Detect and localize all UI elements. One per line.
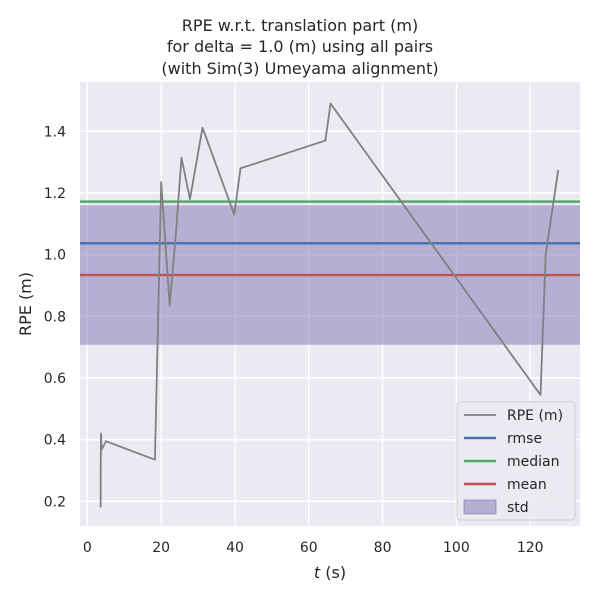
y-tick-label: 1.2 [44,186,66,202]
x-tick-label: 100 [443,540,470,556]
legend-label: RPE (m) [507,408,563,424]
y-tick-label: 0.4 [44,433,66,449]
x-tick-label: 80 [374,540,392,556]
legend-swatch-std [463,499,497,515]
chart-title-line-1: RPE w.r.t. translation part (m) [181,16,419,35]
series-line-0 [99,102,560,508]
x-axis-label-unit: (s) [320,563,346,582]
legend-label: std [507,500,529,516]
y-tick-label: 1.4 [44,124,66,140]
legend-box [456,401,576,521]
legend-label: rmse [507,431,542,447]
x-tick-label: 40 [226,540,244,556]
x-axis-label: t (s) [314,563,346,582]
x-tick-label: 120 [517,540,544,556]
x-tick-label: 0 [83,540,92,556]
x-tick-label: 60 [300,540,318,556]
y-axis-label: RPE (m) [16,272,35,336]
legend: RPE (m) rmse median mean std [456,401,576,521]
y-tick-label: 0.6 [44,371,66,387]
y-tick-label: 0.8 [44,309,66,325]
y-tick-label: 1.0 [44,248,66,264]
chart-title-line-3: (with Sim(3) Umeyama alignment) [161,59,439,78]
y-tick-label: 0.2 [44,494,66,510]
x-tick-label: 20 [152,540,170,556]
x-axis-label-symbol: t [314,563,321,582]
legend-label: median [507,454,559,470]
legend-label: mean [507,477,547,493]
chart-title-line-2: for delta = 1.0 (m) using all pairs [166,37,434,56]
